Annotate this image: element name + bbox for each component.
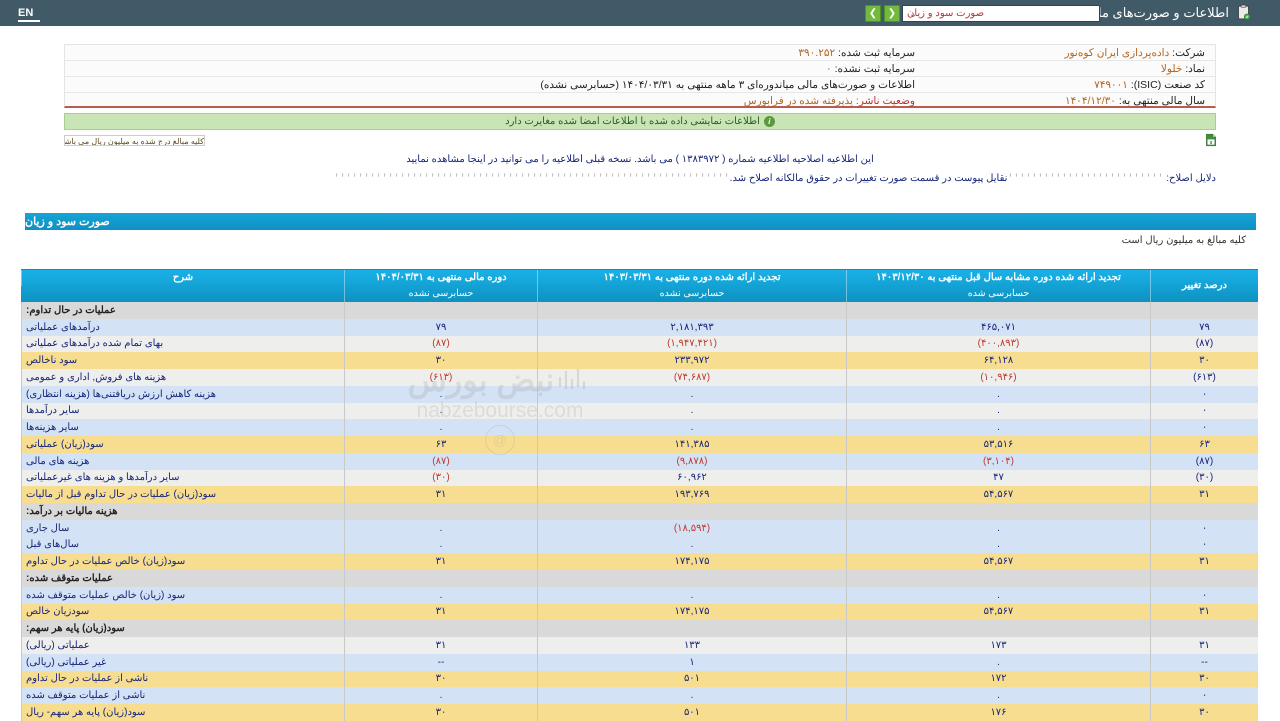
svg-text:X: X bbox=[1210, 140, 1213, 145]
